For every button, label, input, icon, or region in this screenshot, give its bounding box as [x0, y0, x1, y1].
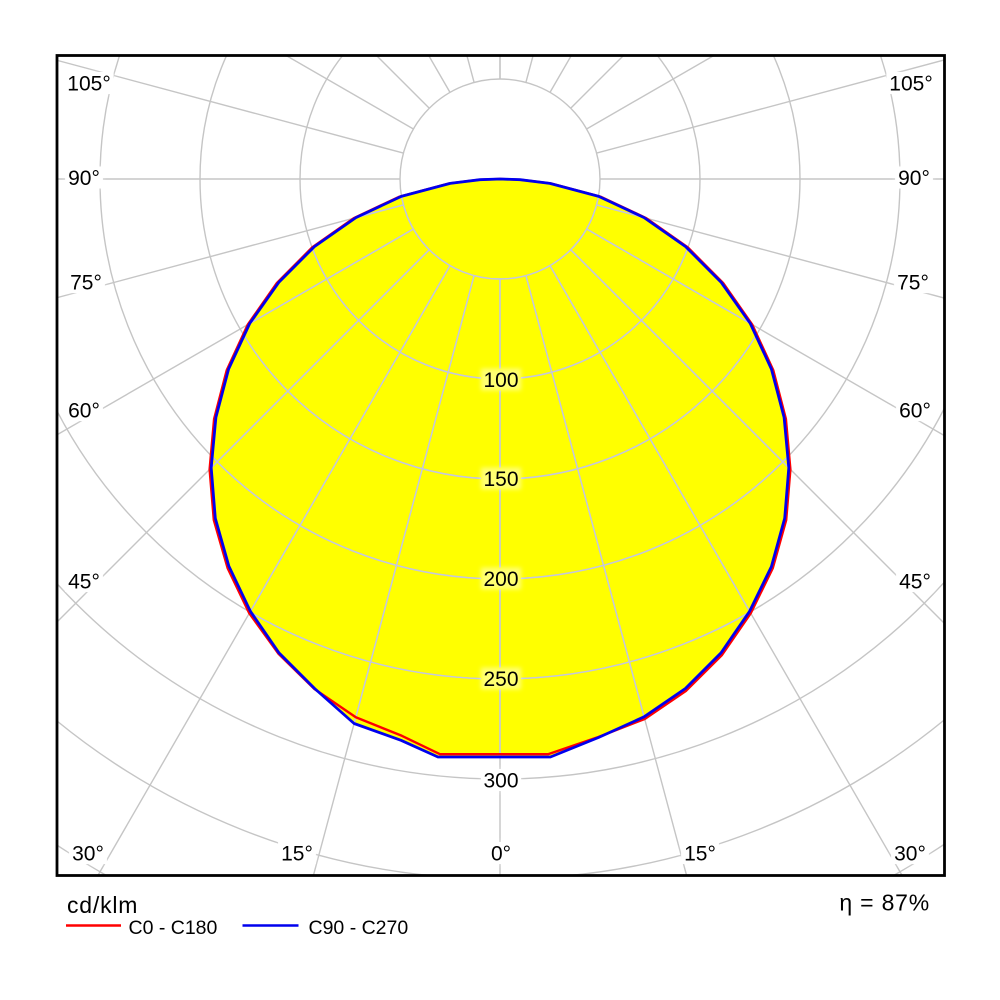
svg-text:105°: 105°: [67, 72, 110, 95]
svg-text:45°: 45°: [899, 570, 931, 593]
svg-text:0°: 0°: [491, 842, 511, 865]
svg-text:105°: 105°: [889, 72, 932, 95]
svg-text:30°: 30°: [72, 842, 104, 865]
svg-text:C90 - C270: C90 - C270: [309, 917, 409, 939]
svg-text:100: 100: [483, 369, 518, 392]
svg-text:75°: 75°: [897, 271, 929, 294]
svg-text:15°: 15°: [281, 842, 313, 865]
svg-text:200: 200: [483, 568, 518, 591]
svg-text:60°: 60°: [899, 399, 931, 422]
svg-text:15°: 15°: [684, 842, 716, 865]
svg-text:60°: 60°: [68, 399, 100, 422]
svg-text:45°: 45°: [68, 570, 100, 593]
svg-text:90°: 90°: [68, 167, 100, 190]
svg-text:250: 250: [483, 668, 518, 691]
svg-text:90°: 90°: [898, 167, 930, 190]
svg-text:75°: 75°: [70, 271, 102, 294]
svg-text:η = 87%: η = 87%: [839, 890, 930, 916]
svg-text:300: 300: [483, 769, 518, 792]
svg-text:cd/klm: cd/klm: [67, 892, 138, 918]
svg-text:C0 - C180: C0 - C180: [129, 917, 218, 939]
svg-text:150: 150: [483, 468, 518, 491]
svg-text:30°: 30°: [894, 842, 926, 865]
